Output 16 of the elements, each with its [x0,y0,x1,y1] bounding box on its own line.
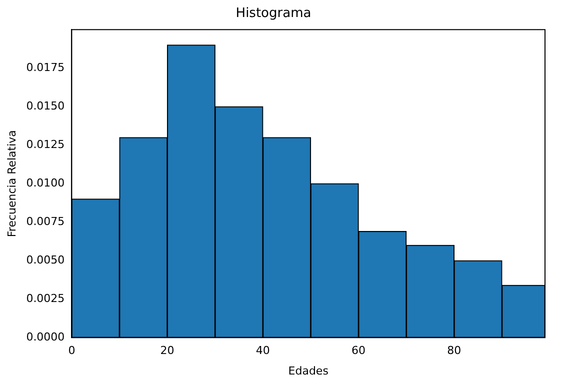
x-tick-label: 80 [447,344,462,358]
x-tick-label: 40 [256,344,270,358]
y-tick-label: 0.0150 [26,99,65,112]
x-tick-label: 60 [352,344,366,358]
y-tick-label: 0.0000 [26,330,65,344]
x-tick-label: 20 [160,344,174,358]
y-tick-label: 0.0025 [26,292,65,305]
y-axis-title: Frecuencia Relativa [5,130,18,238]
chart-title: Histograma [236,6,312,22]
y-tick-label: 0.0175 [26,60,65,74]
y-tick-label: 0.0075 [26,214,65,228]
x-tick-label: 0 [68,344,76,358]
y-tick-label: 0.0050 [26,253,65,266]
x-axis-title: Edades [288,364,329,378]
y-tick-label: 0.0100 [26,176,65,190]
y-tick-label: 0.0125 [26,138,65,151]
